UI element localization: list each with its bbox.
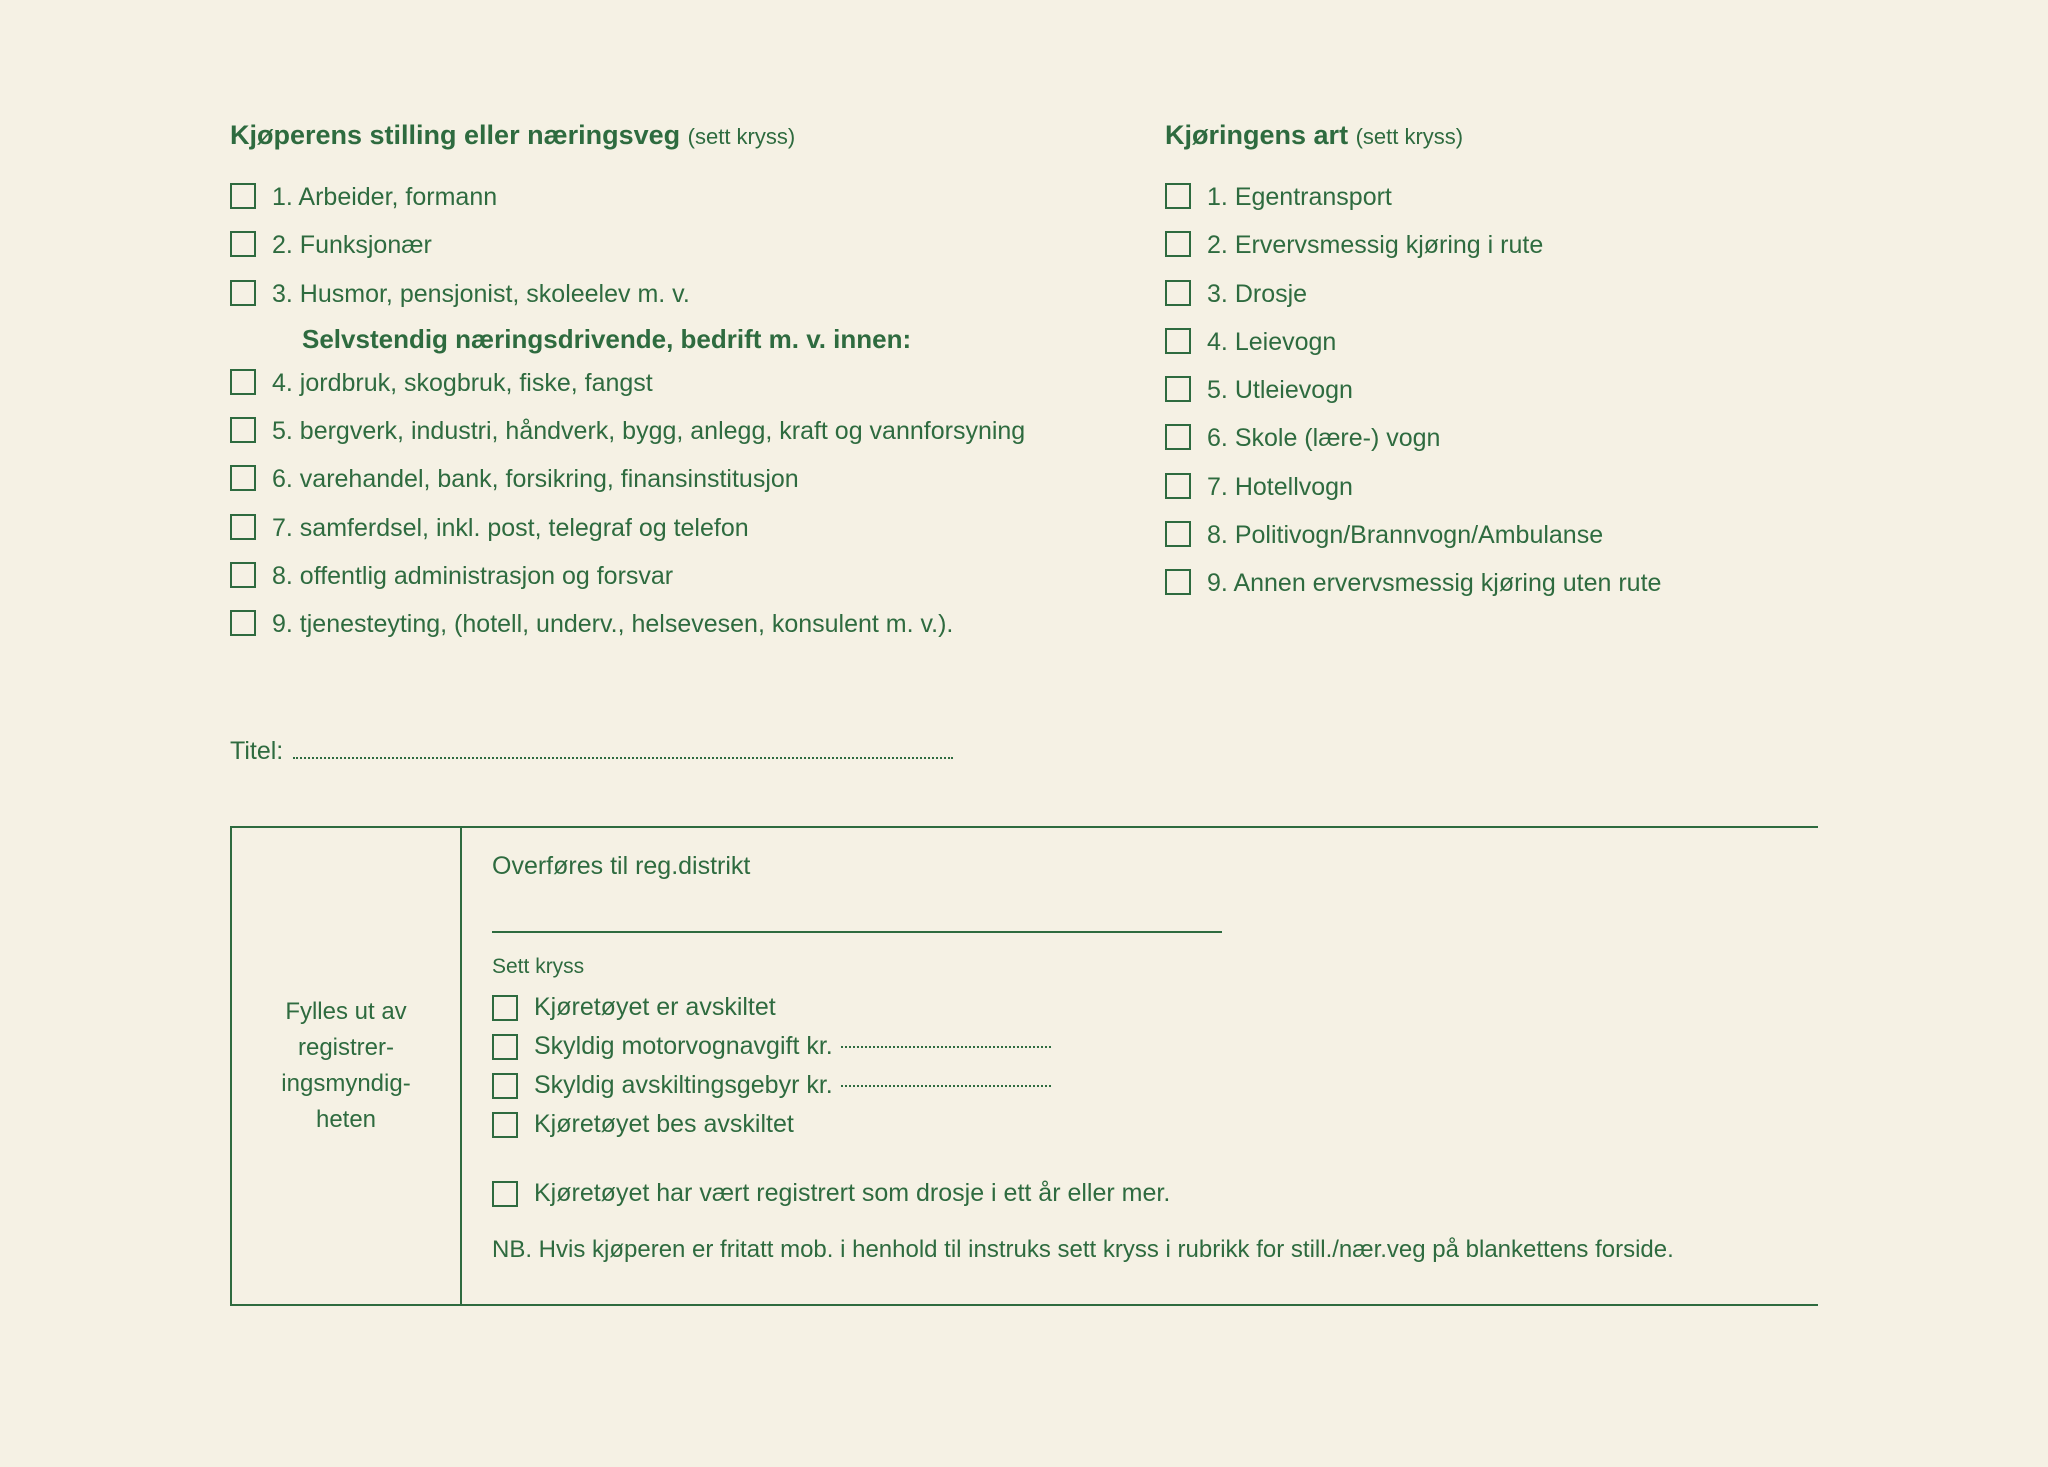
item-label: 5. Utleievogn (1207, 372, 1353, 408)
nb-note: NB. Hvis kjøperen er fritatt mob. i henh… (492, 1236, 1788, 1264)
subheading: Selvstendig næringsdrivende, bedrift m. … (302, 324, 1075, 355)
checkbox-item: 5. bergverk, industri, håndverk, bygg, a… (230, 413, 1075, 449)
checkbox[interactable] (230, 369, 256, 395)
checkbox-item: 2. Funksjonær (230, 227, 1075, 263)
item-label: 4. jordbruk, skogbruk, fiske, fangst (272, 365, 653, 401)
item-label: Skyldig motorvognavgift kr. (534, 1032, 833, 1061)
checkbox-item: 1. Egentransport (1165, 179, 1818, 215)
item-label: Kjøretøyet har vært registrert som drosj… (534, 1179, 1170, 1208)
checkbox[interactable] (492, 1181, 518, 1207)
checkbox-item: Skyldig avskiltingsgebyr kr. (492, 1071, 1788, 1100)
left-column: Kjøperens stilling eller næringsveg (set… (230, 120, 1075, 654)
right-title-hint: (sett kryss) (1356, 124, 1464, 149)
checkbox[interactable] (230, 562, 256, 588)
left-title-hint: (sett kryss) (688, 124, 796, 149)
right-column: Kjøringens art (sett kryss) 1. Egentrans… (1165, 120, 1818, 654)
checkbox[interactable] (230, 417, 256, 443)
amount-input-line[interactable] (841, 1046, 1051, 1048)
item-label: 7. Hotellvogn (1207, 469, 1353, 505)
left-title-text: Kjøperens stilling eller næringsveg (230, 120, 680, 150)
form-page: Kjøperens stilling eller næringsveg (set… (0, 0, 2048, 1467)
item-label: 6. varehandel, bank, forsikring, finansi… (272, 461, 799, 497)
item-label: Kjøretøyet er avskiltet (534, 993, 776, 1022)
item-label: 8. Politivogn/Brannvogn/Ambulanse (1207, 517, 1603, 553)
item-label: 8. offentlig administrasjon og forsvar (272, 558, 673, 594)
checkbox[interactable] (1165, 569, 1191, 595)
item-label: 7. samferdsel, inkl. post, telegraf og t… (272, 510, 749, 546)
checkbox[interactable] (1165, 328, 1191, 354)
checkbox[interactable] (492, 995, 518, 1021)
checkbox[interactable] (230, 514, 256, 540)
checkbox[interactable] (230, 280, 256, 306)
authority-left-label: Fylles ut av registrer-ingsmyndig-heten (232, 828, 462, 1304)
spacer (492, 1149, 1788, 1179)
checkbox-item: 4. jordbruk, skogbruk, fiske, fangst (230, 365, 1075, 401)
checkbox[interactable] (1165, 424, 1191, 450)
titel-label: Titel: (230, 737, 283, 766)
checkbox[interactable] (230, 183, 256, 209)
item-label: 3. Husmor, pensjonist, skoleelev m. v. (272, 276, 690, 312)
item-label: 1. Egentransport (1207, 179, 1392, 215)
amount-input-line[interactable] (841, 1085, 1051, 1087)
checkbox[interactable] (1165, 473, 1191, 499)
checkbox-item: Kjøretøyet er avskiltet (492, 993, 1788, 1022)
right-section-title: Kjøringens art (sett kryss) (1165, 120, 1818, 151)
item-label: 3. Drosje (1207, 276, 1307, 312)
checkbox[interactable] (230, 465, 256, 491)
authority-left-text: Fylles ut av registrer-ingsmyndig-heten (252, 994, 440, 1138)
checkbox[interactable] (1165, 280, 1191, 306)
checkbox-item: 8. Politivogn/Brannvogn/Ambulanse (1165, 517, 1818, 553)
checkbox[interactable] (230, 610, 256, 636)
checkbox-item: 1. Arbeider, formann (230, 179, 1075, 215)
authority-box: Fylles ut av registrer-ingsmyndig-heten … (230, 826, 1818, 1306)
two-columns: Kjøperens stilling eller næringsveg (set… (230, 120, 1818, 654)
left-section-title: Kjøperens stilling eller næringsveg (set… (230, 120, 1075, 151)
checkbox-item: 7. samferdsel, inkl. post, telegraf og t… (230, 510, 1075, 546)
sett-kryss-label: Sett kryss (492, 955, 1788, 979)
checkbox[interactable] (1165, 231, 1191, 257)
item-label: 2. Ervervsmessig kjøring i rute (1207, 227, 1543, 263)
right-title-text: Kjøringens art (1165, 120, 1348, 150)
overfores-input-line[interactable] (492, 891, 1222, 933)
item-label: Skyldig avskiltingsgebyr kr. (534, 1071, 833, 1100)
checkbox-item: 5. Utleievogn (1165, 372, 1818, 408)
item-label: 1. Arbeider, formann (272, 179, 497, 215)
checkbox-item: Kjøretøyet bes avskiltet (492, 1110, 1788, 1139)
titel-row: Titel: (230, 734, 1818, 766)
item-label: 5. bergverk, industri, håndverk, bygg, a… (272, 413, 1025, 449)
item-label: 6. Skole (lære-) vogn (1207, 420, 1440, 456)
item-label: 9. Annen ervervsmessig kjøring uten rute (1207, 565, 1661, 601)
checkbox[interactable] (1165, 521, 1191, 547)
checkbox-item: 2. Ervervsmessig kjøring i rute (1165, 227, 1818, 263)
checkbox-item: 3. Husmor, pensjonist, skoleelev m. v. (230, 276, 1075, 312)
checkbox-item: 6. Skole (lære-) vogn (1165, 420, 1818, 456)
item-label: 4. Leievogn (1207, 324, 1336, 360)
checkbox-item: 6. varehandel, bank, forsikring, finansi… (230, 461, 1075, 497)
checkbox[interactable] (230, 231, 256, 257)
checkbox[interactable] (492, 1073, 518, 1099)
authority-right-content: Overføres til reg.distrikt Sett kryss Kj… (462, 828, 1818, 1304)
checkbox[interactable] (1165, 183, 1191, 209)
item-label: Kjøretøyet bes avskiltet (534, 1110, 794, 1139)
checkbox-item: 7. Hotellvogn (1165, 469, 1818, 505)
checkbox-item: 9. Annen ervervsmessig kjøring uten rute (1165, 565, 1818, 601)
item-label: 2. Funksjonær (272, 227, 432, 263)
overfores-label: Overføres til reg.distrikt (492, 852, 1788, 881)
checkbox[interactable] (492, 1112, 518, 1138)
checkbox-item: 8. offentlig administrasjon og forsvar (230, 558, 1075, 594)
checkbox[interactable] (492, 1034, 518, 1060)
checkbox-item: 4. Leievogn (1165, 324, 1818, 360)
item-label: 9. tjenesteyting, (hotell, underv., hels… (272, 606, 953, 642)
checkbox[interactable] (1165, 376, 1191, 402)
checkbox-item: 3. Drosje (1165, 276, 1818, 312)
checkbox-item: 9. tjenesteyting, (hotell, underv., hels… (230, 606, 1075, 642)
titel-input-line[interactable] (293, 734, 953, 759)
checkbox-item: Skyldig motorvognavgift kr. (492, 1032, 1788, 1061)
checkbox-item: Kjøretøyet har vært registrert som drosj… (492, 1179, 1788, 1208)
